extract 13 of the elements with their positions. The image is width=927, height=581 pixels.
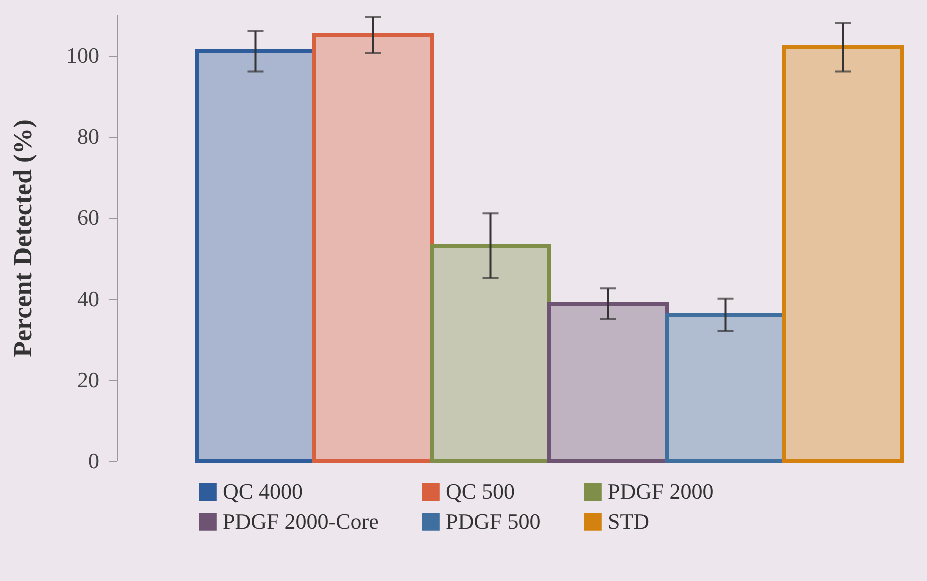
y-tick-label: 20 bbox=[78, 367, 100, 392]
y-tick-label: 40 bbox=[78, 286, 100, 312]
legend-label: PDGF 2000-Core bbox=[223, 509, 379, 534]
legend-label: QC 4000 bbox=[223, 479, 304, 504]
legend-label: PDGF 500 bbox=[446, 509, 541, 534]
y-tick-label: 0 bbox=[88, 448, 100, 474]
y-tick-label: 80 bbox=[78, 124, 100, 150]
y-tick-label: 60 bbox=[78, 205, 100, 230]
y-axis-title: Percent Detected (%) bbox=[8, 120, 38, 358]
legend-label: PDGF 2000 bbox=[608, 479, 714, 504]
legend-label: QC 500 bbox=[446, 479, 516, 504]
legend-label: STD bbox=[608, 509, 650, 534]
y-tick-label: 100 bbox=[66, 43, 100, 68]
